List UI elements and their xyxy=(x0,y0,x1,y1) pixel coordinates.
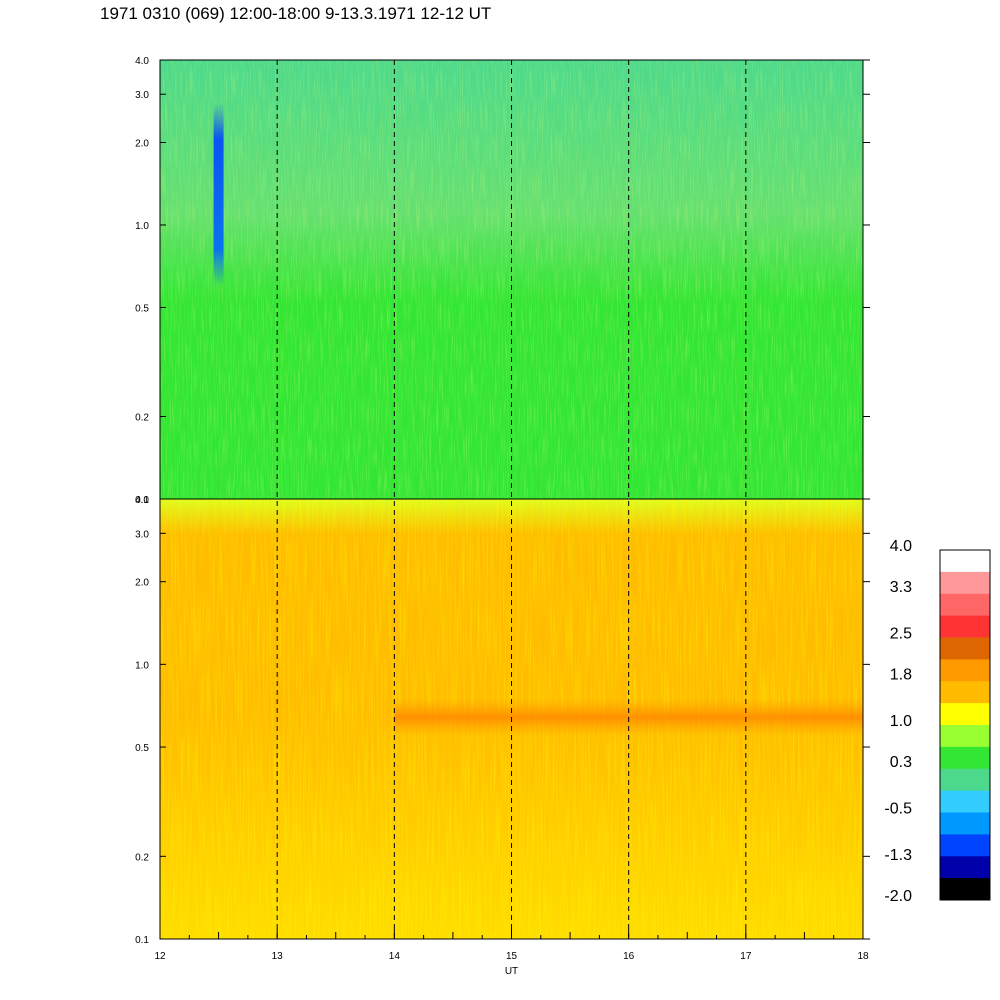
y-tick-label: 2.0 xyxy=(135,578,149,589)
x-tick-label: 15 xyxy=(506,951,518,962)
colorbar-label: 1.0 xyxy=(890,713,912,730)
x-tick-label: 17 xyxy=(740,951,752,962)
colorbar: 4.0 3.3 2.5 1.8 1.0 0.3 -0.5 -1.3 -2.0 xyxy=(884,538,991,905)
x-tick-label: 14 xyxy=(389,951,401,962)
colorbar-swatch xyxy=(940,681,990,704)
hour-divider-lines xyxy=(276,60,747,939)
colorbar-swatch xyxy=(940,615,990,638)
y-tick-label: 3.0 xyxy=(135,90,149,101)
x-axis-ticks: 12 13 14 15 16 17 18 xyxy=(154,929,869,962)
x-tick-label: 18 xyxy=(857,951,869,962)
chart-title: 1971 0310 (069) 12:00-18:00 9-13.3.1971 … xyxy=(100,4,492,23)
colorbar-label: -2.0 xyxy=(884,888,912,905)
colorbar-swatch xyxy=(940,703,990,726)
y-tick-label: 1.0 xyxy=(135,221,149,232)
x-tick-label: 16 xyxy=(623,951,635,962)
colorbar-swatch xyxy=(940,550,990,573)
x-axis-label: UT xyxy=(505,966,518,977)
colorbar-label: 2.5 xyxy=(890,626,912,643)
colorbar-label: -0.5 xyxy=(884,801,912,818)
colorbar-swatch xyxy=(940,834,990,857)
y-tick-label: 0.5 xyxy=(135,303,149,314)
colorbar-swatch xyxy=(940,571,990,595)
y-tick-label: 0.1 xyxy=(135,935,149,946)
colorbar-frame xyxy=(939,549,991,901)
colorbar-swatch xyxy=(940,790,990,813)
y-tick-label: 0.5 xyxy=(135,743,149,754)
colorbar-swatch xyxy=(940,746,990,770)
y-tick-label: 2.0 xyxy=(135,138,149,149)
colorbar-label: 0.3 xyxy=(890,754,912,771)
colorbar-swatch xyxy=(940,659,990,682)
colorbar-swatch xyxy=(940,725,990,748)
colorbar-label: 4.0 xyxy=(890,538,912,555)
y-tick-label: 0.1 xyxy=(135,495,149,506)
colorbar-swatch xyxy=(940,593,990,617)
colorbar-swatch xyxy=(940,768,990,792)
colorbar-label: -1.3 xyxy=(884,847,912,864)
y-axis-ticks: 4.03.02.01.00.50.20.14.03.02.01.00.50.20… xyxy=(135,56,870,946)
upper-blue-streak xyxy=(213,102,224,286)
y-tick-label: 4.0 xyxy=(135,56,149,67)
colorbar-label: 3.3 xyxy=(890,579,912,596)
y-tick-label: 0.2 xyxy=(135,413,149,424)
colorbar-swatch xyxy=(940,637,990,660)
colorbar-swatch xyxy=(940,856,990,879)
colorbar-swatch xyxy=(940,878,990,901)
y-tick-label: 4.0 xyxy=(135,495,149,506)
y-tick-label: 3.0 xyxy=(135,529,149,540)
colorbar-label: 1.8 xyxy=(890,666,912,683)
x-tick-label: 12 xyxy=(154,951,166,962)
y-tick-label: 0.2 xyxy=(135,852,149,863)
colorbar-swatch xyxy=(940,812,990,835)
y-tick-label: 1.0 xyxy=(135,660,149,671)
x-tick-label: 13 xyxy=(272,951,284,962)
